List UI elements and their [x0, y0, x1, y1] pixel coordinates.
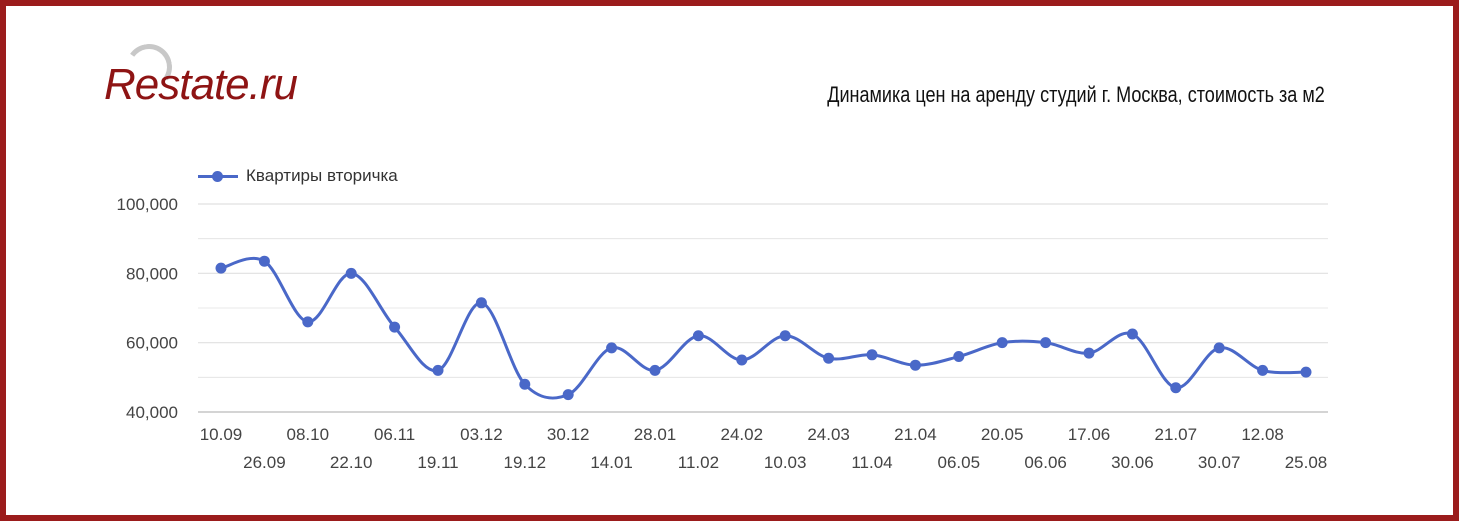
x-tick-label: 10.09: [200, 425, 243, 444]
y-tick-label: 100,000: [117, 195, 178, 214]
data-point[interactable]: [1213, 342, 1225, 354]
legend-line-icon: [198, 170, 238, 182]
data-point[interactable]: [736, 354, 748, 366]
data-point[interactable]: [215, 262, 227, 274]
data-point[interactable]: [606, 342, 618, 354]
x-tick-label: 26.09: [243, 453, 286, 472]
data-point[interactable]: [692, 330, 704, 342]
x-tick-label: 11.04: [851, 453, 892, 472]
x-tick-label: 20.05: [981, 425, 1024, 444]
y-tick-label: 80,000: [126, 264, 178, 283]
data-point[interactable]: [345, 267, 357, 279]
data-point[interactable]: [562, 389, 574, 401]
x-tick-label: 03.12: [460, 425, 503, 444]
legend[interactable]: Квартиры вторичка: [198, 166, 398, 186]
x-tick-label: 06.06: [1024, 453, 1067, 472]
data-point[interactable]: [649, 364, 661, 376]
x-tick-label: 30.07: [1198, 453, 1241, 472]
legend-label: Квартиры вторичка: [246, 166, 398, 185]
y-tick-label: 40,000: [126, 403, 178, 422]
x-tick-label: 12.08: [1241, 425, 1284, 444]
x-axis-ticks: 10.0926.0908.1022.1006.1119.1103.1219.12…: [200, 425, 1328, 472]
x-tick-label: 30.06: [1111, 453, 1154, 472]
x-tick-label: 06.05: [938, 453, 981, 472]
x-tick-label: 06.11: [374, 425, 415, 444]
data-point[interactable]: [1083, 347, 1095, 359]
data-point[interactable]: [1040, 337, 1052, 349]
data-point[interactable]: [953, 351, 965, 363]
x-tick-label: 11.02: [678, 453, 719, 472]
data-point[interactable]: [258, 255, 270, 267]
x-tick-label: 08.10: [287, 425, 330, 444]
y-axis-ticks: 40,000 60,000 80,000 100,000: [117, 195, 178, 422]
data-point[interactable]: [909, 359, 921, 371]
legend-marker-icon: [212, 170, 223, 182]
data-point[interactable]: [1257, 364, 1269, 376]
x-tick-label: 19.12: [504, 453, 547, 472]
data-point[interactable]: [823, 352, 835, 364]
data-points: [215, 255, 1312, 401]
data-point[interactable]: [1300, 366, 1312, 378]
logo-text: Restate.ru: [104, 60, 298, 109]
data-point[interactable]: [519, 378, 531, 390]
data-point[interactable]: [1126, 328, 1138, 340]
logo: Restate.ru: [104, 40, 344, 120]
x-tick-label: 24.02: [721, 425, 764, 444]
x-tick-label: 28.01: [634, 425, 677, 444]
y-tick-label: 60,000: [126, 334, 178, 353]
x-tick-label: 30.12: [547, 425, 590, 444]
chart-title: Динамика цен на аренду студий г. Москва,…: [827, 82, 1325, 107]
data-point[interactable]: [1170, 382, 1182, 394]
data-point[interactable]: [475, 297, 487, 309]
x-tick-label: 21.07: [1155, 425, 1198, 444]
data-point[interactable]: [996, 337, 1008, 349]
x-tick-label: 10.03: [764, 453, 807, 472]
x-tick-label: 21.04: [894, 425, 937, 444]
data-point[interactable]: [432, 364, 444, 376]
x-tick-label: 19.11: [417, 453, 458, 472]
x-tick-label: 24.03: [807, 425, 850, 444]
x-tick-label: 25.08: [1285, 453, 1328, 472]
x-tick-label: 14.01: [590, 453, 633, 472]
data-point[interactable]: [302, 316, 314, 328]
data-point[interactable]: [866, 349, 878, 361]
x-tick-label: 17.06: [1068, 425, 1111, 444]
grid-lines: [198, 203, 1328, 413]
data-point[interactable]: [389, 321, 401, 333]
data-point[interactable]: [779, 330, 791, 342]
x-tick-label: 22.10: [330, 453, 373, 472]
